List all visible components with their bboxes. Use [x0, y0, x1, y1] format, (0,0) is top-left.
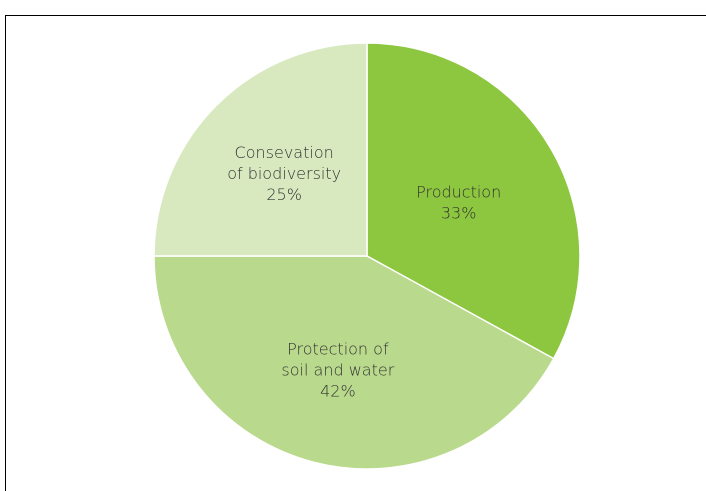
pie-slices — [153, 42, 581, 470]
pie-labels: Production 33% Protection of soil and water… — [227, 143, 501, 400]
chart-frame-left-border — [5, 15, 6, 491]
pie-slice-label-line: soil and water — [281, 360, 394, 379]
pie-slice-0 — [366, 42, 581, 360]
pie-slice-percent: 25% — [266, 185, 302, 204]
pie-slice-1 — [153, 255, 555, 470]
pie-slice-label-0: Production 33% — [416, 182, 501, 222]
pie-slice-label-line: Consevation — [235, 143, 334, 162]
pie-slice-percent: 33% — [441, 203, 477, 222]
pie-slice-label-line: Protection of — [287, 339, 389, 358]
pie-slice-2 — [153, 42, 368, 257]
pie-slice-label-1: Protection of soil and water 42% — [281, 339, 394, 400]
chart-frame-top-border — [5, 15, 706, 16]
pie-slice-label-line: Production — [416, 182, 501, 201]
pie-slice-label-2: Consevation of biodiversity 25% — [227, 143, 341, 204]
pie-slice-percent: 42% — [320, 381, 356, 400]
pie-slice-label-line: of biodiversity — [227, 164, 341, 183]
